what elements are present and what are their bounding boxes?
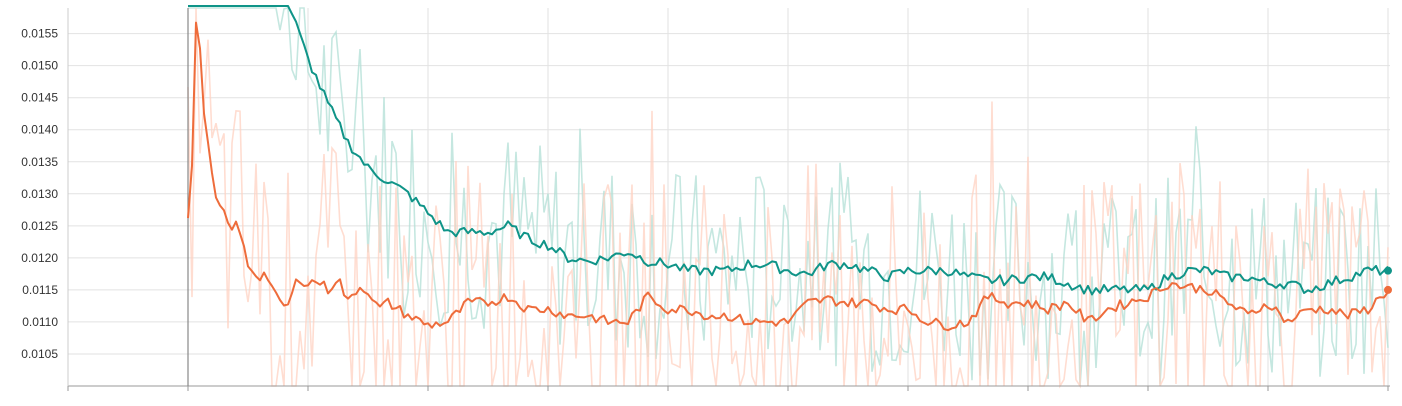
y-tick-label: 0.0150 (21, 59, 58, 73)
y-tick-label: 0.0145 (21, 91, 58, 105)
y-tick-label: 0.0120 (21, 251, 58, 265)
raw-series-line (188, 7, 1389, 387)
y-tick-labels: 0.0105 0.0110 0.0115 0.0120 0.0125 0.0130 0.01… (21, 27, 58, 361)
smoothed-series-line (187, 21, 1389, 332)
smoothed-series-line (188, 5, 1389, 296)
y-tick-label: 0.0105 (21, 347, 58, 361)
series-end-marker[interactable] (1384, 285, 1392, 294)
series-end-marker[interactable] (1384, 266, 1392, 275)
y-tick-label: 0.0140 (21, 123, 58, 137)
y-tick-label: 0.0135 (21, 155, 58, 169)
axes (67, 8, 1390, 391)
y-tick-label: 0.0110 (22, 315, 58, 329)
y-tick-label: 0.0130 (21, 187, 58, 201)
y-tick-label: 0.0115 (22, 283, 58, 297)
y-tick-label: 0.0155 (21, 27, 58, 41)
smoothed-series-layer (187, 5, 1392, 332)
y-tick-label: 0.0125 (21, 219, 58, 233)
